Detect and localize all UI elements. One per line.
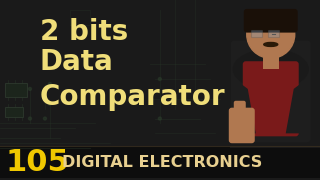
Polygon shape [235,79,256,133]
Circle shape [28,87,31,90]
Circle shape [28,117,31,120]
FancyBboxPatch shape [234,101,246,119]
Text: DIGITAL ELECTRONICS: DIGITAL ELECTRONICS [62,154,262,170]
Bar [263,49,279,69]
Bar [230,0,320,148]
Circle shape [247,11,295,58]
FancyBboxPatch shape [229,108,255,143]
Circle shape [193,97,196,100]
Ellipse shape [233,49,308,89]
Bar [5,83,27,97]
Circle shape [44,117,46,120]
FancyBboxPatch shape [244,9,298,33]
Circle shape [158,117,161,120]
FancyBboxPatch shape [231,40,311,142]
Text: 105: 105 [6,148,70,177]
Ellipse shape [264,42,278,46]
Polygon shape [286,79,307,133]
Circle shape [158,78,161,80]
Text: 2 bits: 2 bits [40,18,128,46]
FancyBboxPatch shape [243,61,299,136]
Text: Data: Data [40,48,114,76]
Circle shape [173,97,176,100]
Bar [0,146,320,178]
Bar [268,30,279,37]
Circle shape [48,102,52,105]
Bar [251,30,262,37]
Text: Comparator: Comparator [40,83,226,111]
Circle shape [48,82,52,85]
Bar [5,107,23,117]
